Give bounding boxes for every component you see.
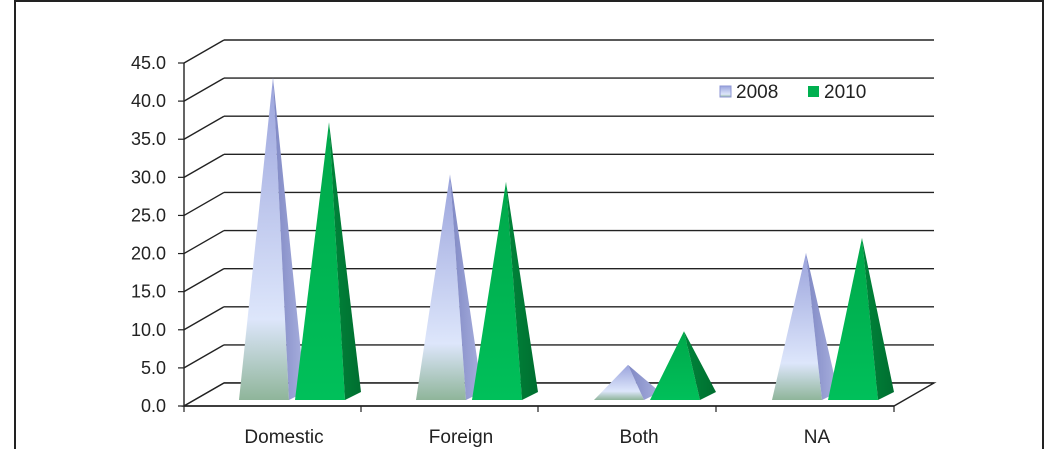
gridline-diagonal (183, 306, 225, 331)
gridline-diagonal (183, 39, 225, 64)
y-tick-label: 45.0 (131, 53, 166, 73)
legend-swatch-2010 (808, 86, 819, 97)
gridline-diagonal (183, 115, 225, 140)
y-tick-label: 20.0 (131, 244, 166, 264)
legend-label-2010: 2010 (824, 82, 866, 103)
category-label: Foreign (429, 427, 493, 448)
pyramid-2010-domestic-front (295, 122, 345, 401)
y-tick-label: 5.0 (141, 358, 166, 378)
pyramid-2010-foreign-side (506, 181, 538, 400)
pyramid-2008-foreign-side (450, 174, 482, 400)
pyramid-2010-foreign-front (472, 181, 522, 400)
legend-swatch-2008 (719, 85, 732, 98)
y-tick-label: 40.0 (131, 91, 166, 111)
gridline-diagonal (183, 77, 225, 102)
category-label: Domestic (244, 427, 323, 448)
category-labels: Domestic Foreign Both NA (244, 427, 830, 448)
gridline-diagonal (183, 191, 225, 217)
gridline-diagonal (183, 344, 225, 369)
pyramid-2008-na-side (806, 252, 838, 400)
y-tick-label: 0.0 (141, 396, 166, 416)
pyramid-2010-domestic-side (329, 122, 361, 401)
bars (239, 77, 894, 401)
pyramid-2008-both-side (628, 364, 660, 400)
pyramid-2008-domestic-front (239, 77, 289, 401)
pyramid-2008-both-front (594, 364, 644, 400)
pyramid-2008-na-front (772, 252, 822, 400)
pyramid-2010-both-front (650, 331, 700, 400)
y-tick-label: 35.0 (131, 129, 166, 149)
gridline-diagonal (183, 229, 225, 255)
pyramid-2008-foreign-front (416, 174, 466, 400)
gridline-diagonal (183, 153, 225, 178)
chart-frame: 0.0 5.0 10.0 15.0 20.0 25.0 30.0 35.0 40.0 45.0 D… (14, 0, 1044, 449)
gridline-diagonal (183, 268, 225, 293)
y-tick-label: 10.0 (131, 320, 166, 340)
pyramid-2008-domestic-side (273, 77, 305, 401)
y-tick-label: 15.0 (131, 282, 166, 302)
y-tick-label: 25.0 (131, 205, 166, 225)
pyramid-2010-na-side (862, 237, 894, 400)
pyramid-2010-na-front (828, 237, 878, 400)
pyramid-bar-chart: 0.0 5.0 10.0 15.0 20.0 25.0 30.0 35.0 40.0 45.0 D… (131, 39, 937, 448)
legend-label-2008: 2008 (736, 82, 778, 103)
category-label: NA (804, 427, 831, 448)
y-tick-label: 30.0 (131, 167, 166, 187)
pyramid-2010-both-side (684, 331, 716, 400)
y-tick-labels: 0.0 5.0 10.0 15.0 20.0 25.0 30.0 35.0 40.0 45.0 (131, 53, 166, 416)
category-label: Both (619, 427, 658, 448)
legend: 2008 2010 (719, 82, 866, 103)
